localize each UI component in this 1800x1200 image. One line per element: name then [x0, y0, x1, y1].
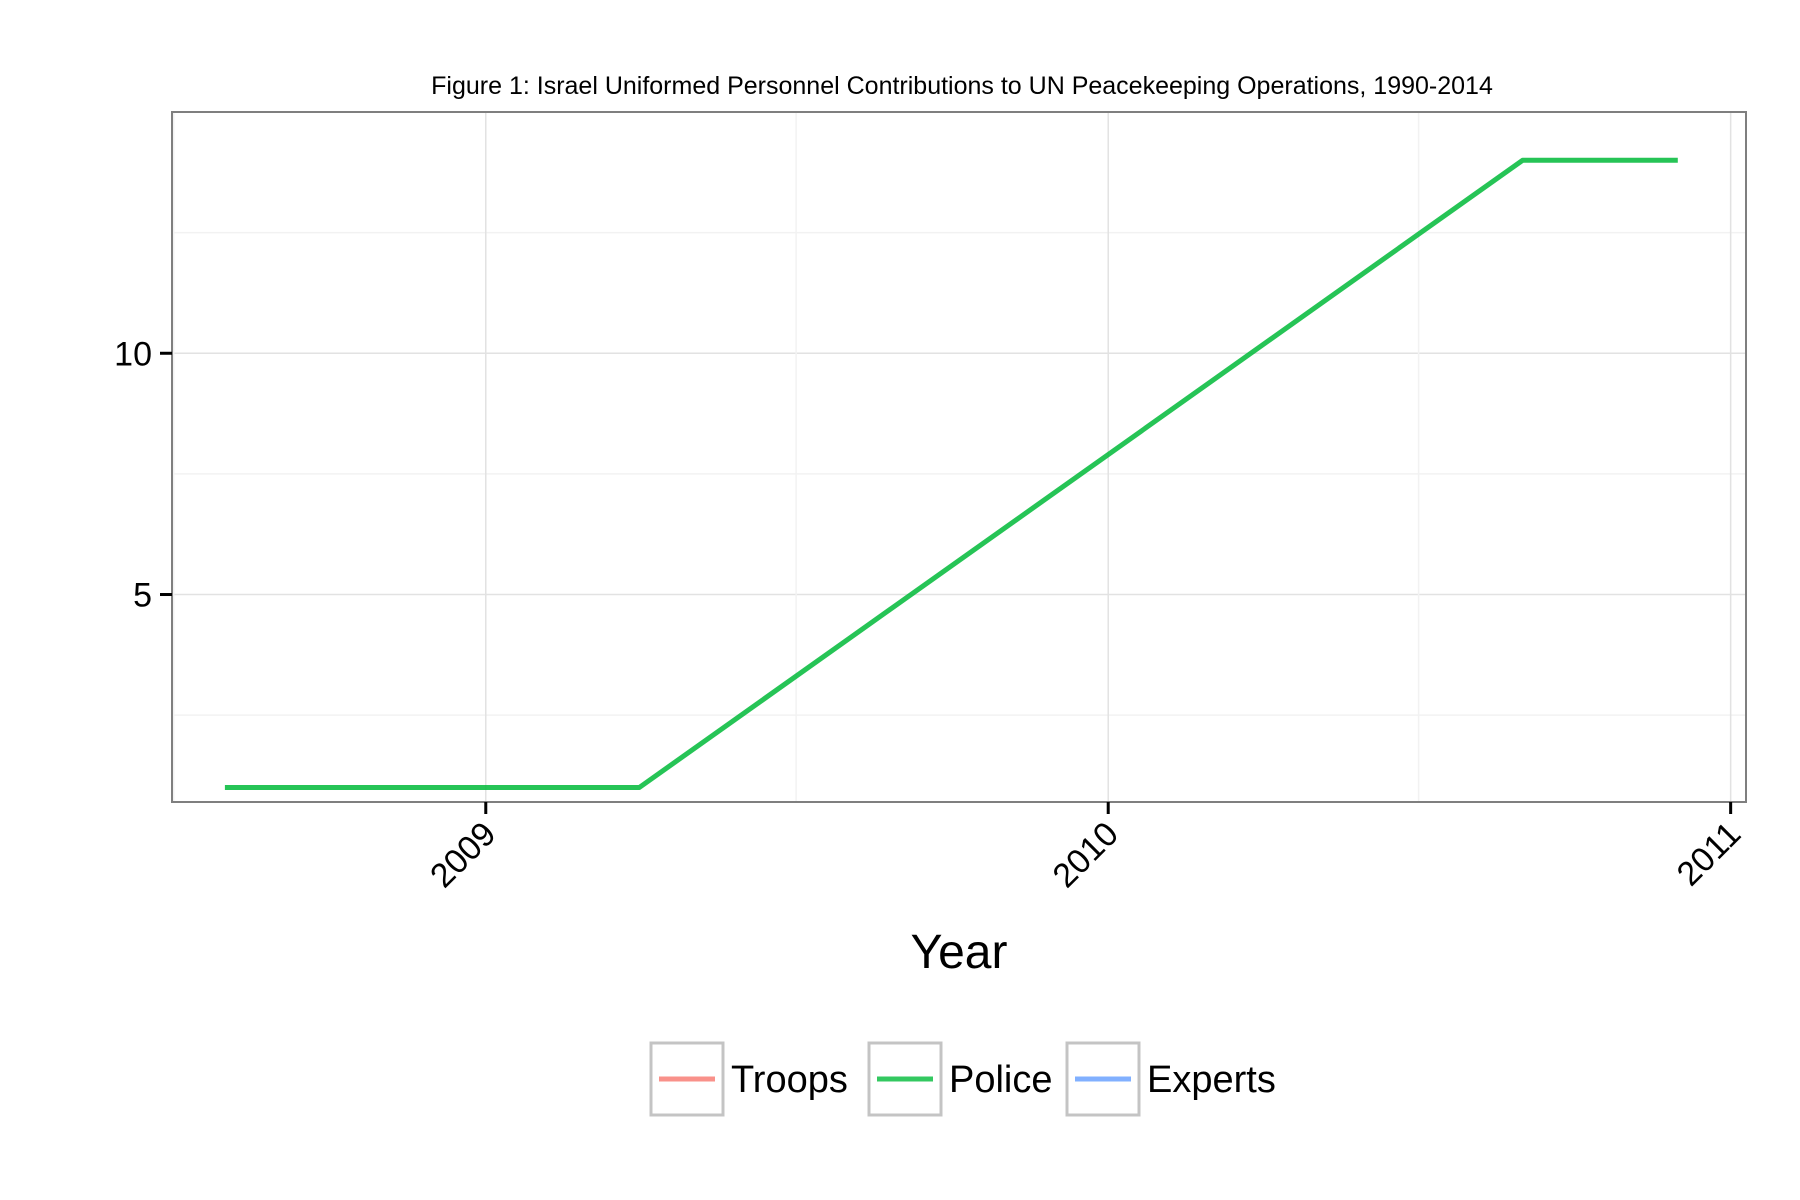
grid [172, 112, 1746, 802]
legend-item-experts: Experts [1065, 1041, 1276, 1117]
legend-item-troops: Troops [649, 1041, 848, 1117]
legend-label: Experts [1147, 1059, 1276, 1101]
legend-label: Troops [731, 1059, 848, 1101]
x-axis-title: Year [911, 926, 1008, 979]
x-tick-label: 2009 [423, 815, 503, 895]
chart-title: Figure 1: Israel Uniformed Personnel Con… [431, 72, 1493, 100]
y-axis: 5 10 [114, 335, 172, 615]
legend-item-police: Police [867, 1041, 1053, 1117]
legend-label: Police [949, 1059, 1053, 1101]
plot-border [171, 111, 1747, 803]
x-axis: 2009 2010 2011 [423, 802, 1748, 895]
y-tick-label: 5 [133, 577, 152, 615]
series-layer [224, 157, 1678, 790]
x-tick-label: 2011 [1670, 815, 1749, 894]
legend: Troops Police Experts [649, 1041, 1276, 1117]
series-line-police [224, 157, 1678, 790]
x-tick-label: 2010 [1046, 815, 1126, 895]
plot-panel [172, 112, 1746, 802]
y-tick-label: 10 [114, 335, 152, 373]
